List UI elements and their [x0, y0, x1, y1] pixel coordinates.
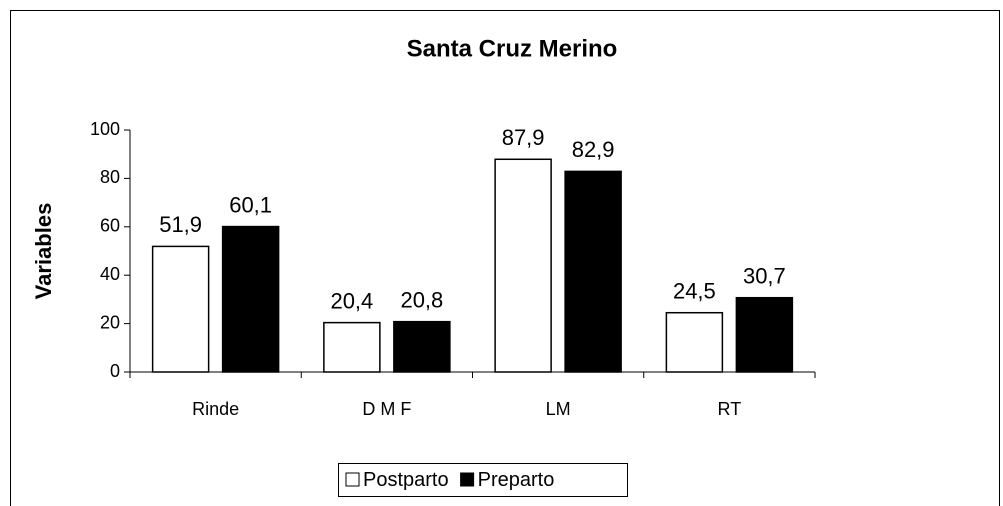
x-tick-label: LM: [546, 399, 571, 419]
legend-box: [338, 463, 628, 497]
bar: [393, 320, 451, 373]
legend-swatch: [460, 472, 475, 487]
data-label: 82,9: [572, 137, 615, 162]
bar: [665, 311, 724, 373]
y-tick-label: 100: [90, 119, 120, 139]
data-label: 51,9: [159, 212, 202, 237]
data-label: 30,7: [743, 264, 786, 289]
legend-label: Postparto: [363, 469, 449, 491]
data-label: 60,1: [229, 192, 272, 217]
data-label: 20,4: [330, 288, 373, 313]
y-tick-label: 20: [100, 312, 120, 332]
y-tick-label: 40: [100, 264, 120, 284]
x-tick-label: RT: [718, 399, 742, 419]
x-tick-label: D M F: [362, 399, 411, 419]
y-tick-label: 0: [110, 361, 120, 381]
legend-swatch: [345, 472, 360, 487]
y-tick-label: 60: [100, 216, 120, 236]
y-axis-label: Variables: [31, 203, 56, 300]
chart-title: Santa Cruz Merino: [407, 35, 618, 62]
data-label: 24,5: [673, 279, 716, 304]
x-tick-label: Rinde: [192, 399, 239, 419]
bar: [221, 225, 280, 373]
bar: [564, 170, 622, 373]
y-tick-label: 80: [100, 167, 120, 187]
bar: [151, 245, 210, 373]
legend-label: Preparto: [478, 469, 555, 491]
data-label: 20,8: [400, 287, 443, 312]
bar: [494, 158, 552, 373]
bar: [323, 321, 381, 373]
bar: [735, 296, 794, 373]
data-label: 87,9: [502, 125, 545, 150]
